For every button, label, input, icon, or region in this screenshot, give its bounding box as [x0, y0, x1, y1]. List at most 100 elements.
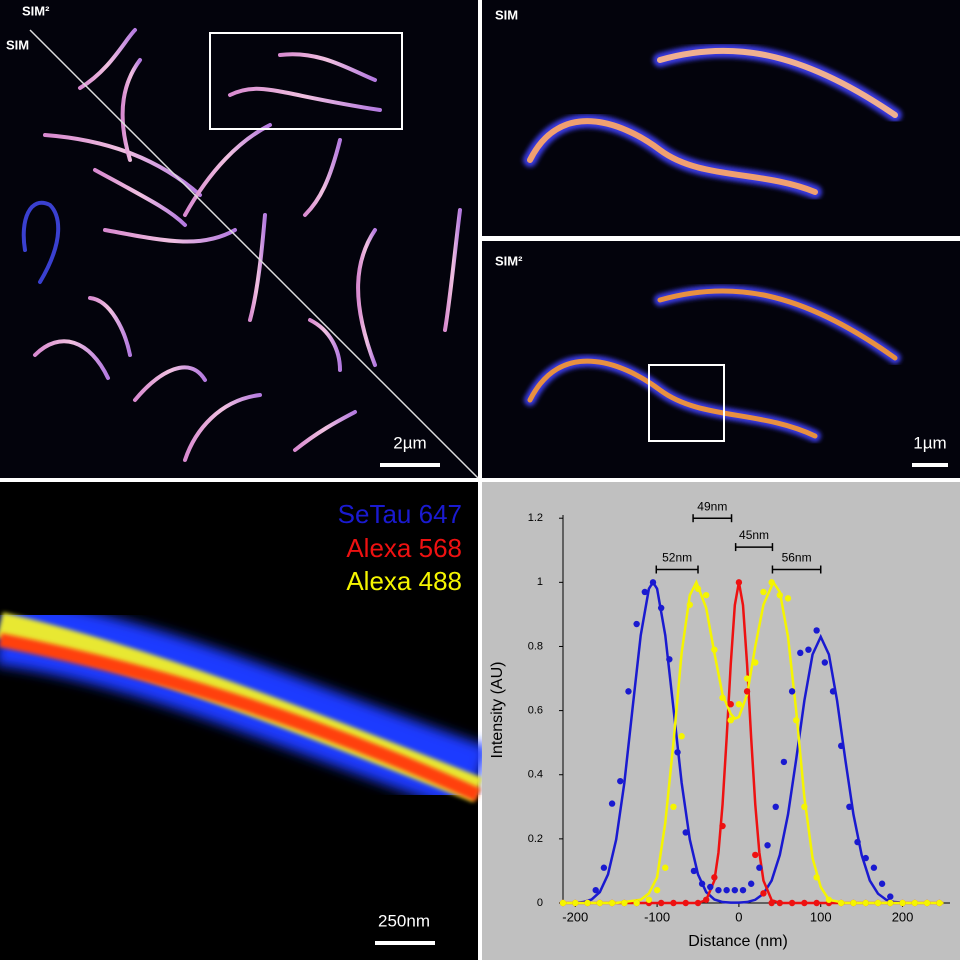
data-point	[731, 886, 739, 894]
data-point	[735, 700, 743, 708]
data-point	[801, 803, 808, 811]
chart-background	[482, 482, 960, 960]
data-point	[768, 899, 775, 907]
data-point	[649, 579, 657, 586]
data-point	[686, 601, 694, 608]
data-point	[666, 656, 673, 663]
data-point	[702, 591, 710, 599]
data-point	[813, 627, 820, 634]
data-point	[776, 591, 784, 599]
data-point	[837, 742, 845, 750]
data-point	[735, 579, 743, 586]
x-tick-label: 100	[810, 909, 832, 924]
divider	[482, 236, 960, 241]
x-tick-label: -200	[562, 909, 588, 924]
legend-label: Alexa 488	[346, 566, 462, 596]
data-point	[792, 717, 800, 724]
data-point	[621, 899, 628, 907]
data-point	[727, 700, 734, 708]
data-point	[645, 896, 653, 903]
data-point	[764, 842, 771, 849]
data-point	[850, 899, 857, 907]
y-tick-label: 0.2	[528, 833, 543, 845]
data-point	[752, 851, 759, 859]
data-point	[911, 899, 919, 907]
data-point	[719, 694, 726, 701]
annotation-label: 56nm	[782, 551, 812, 565]
data-point	[608, 800, 616, 807]
data-point	[653, 886, 661, 894]
y-tick-label: 0.6	[528, 705, 543, 717]
y-axis-label: Intensity (AU)	[489, 662, 506, 759]
data-point	[657, 604, 665, 612]
scale-label: 250nm	[378, 911, 430, 930]
fibrils	[523, 43, 902, 442]
data-point	[862, 899, 869, 907]
data-point	[801, 899, 808, 907]
chart-panel: Distance (nm) Intensity (AU) 0 0.2 0.4 0.6 0…	[482, 482, 960, 960]
data-point	[870, 864, 878, 871]
data-point	[805, 646, 812, 653]
data-point	[797, 649, 804, 657]
data-point	[752, 659, 759, 666]
data-point	[760, 588, 767, 596]
data-point	[633, 899, 640, 907]
fit-curve	[575, 580, 903, 905]
data-point	[608, 899, 616, 907]
fibrils	[21, 28, 462, 462]
data-point	[657, 899, 665, 907]
data-point	[887, 893, 894, 900]
data-point	[698, 880, 706, 887]
divider	[29, 29, 479, 479]
data-point	[739, 886, 747, 894]
data-point	[821, 659, 829, 666]
detail-panel: SeTau 647 Alexa 568 Alexa 488 250nm	[0, 482, 490, 960]
y-tick-label: 0.4	[528, 769, 543, 781]
data-point	[743, 675, 751, 682]
x-tick-label: 200	[892, 909, 914, 924]
data-point	[690, 867, 698, 875]
data-point	[788, 899, 796, 907]
annotation-label: 45nm	[739, 528, 769, 542]
data-point	[756, 864, 763, 871]
data-point	[743, 688, 751, 695]
data-point	[936, 899, 943, 907]
data-point	[747, 880, 755, 887]
data-point	[711, 646, 718, 653]
data-point	[559, 899, 567, 907]
data-point	[887, 899, 894, 907]
data-point	[600, 864, 608, 871]
data-point	[682, 829, 689, 836]
panel-label: SIM²	[495, 253, 523, 268]
data-point	[592, 886, 599, 894]
y-tick-label: 1	[537, 576, 543, 588]
data-point	[923, 899, 931, 907]
scale-label: 2µm	[393, 433, 426, 452]
zoom-panel: SIM SIM² 1µm	[482, 0, 960, 478]
data-point	[617, 777, 624, 785]
data-point	[596, 899, 604, 907]
y-tick-label: 0	[537, 897, 543, 909]
x-axis-label: Distance (nm)	[688, 933, 788, 950]
panel-label: SIM	[6, 37, 29, 52]
data-point	[825, 896, 833, 903]
data-point	[633, 620, 640, 628]
data-point	[768, 579, 775, 586]
scale-label: 1µm	[913, 433, 946, 452]
data-point	[878, 880, 886, 887]
data-point	[641, 588, 649, 596]
data-point	[874, 899, 882, 907]
zoom-box	[648, 364, 725, 442]
data-point	[682, 899, 689, 907]
data-point	[846, 803, 853, 811]
data-point	[711, 874, 718, 881]
data-point	[715, 886, 722, 894]
data-point	[670, 803, 677, 811]
panel-label: SIM	[495, 7, 518, 22]
annotation-label: 49nm	[697, 499, 727, 513]
data-point	[662, 864, 669, 871]
data-point	[829, 688, 837, 695]
zoom-box	[209, 32, 403, 130]
fibril-red	[0, 633, 481, 802]
data-point	[694, 899, 702, 907]
